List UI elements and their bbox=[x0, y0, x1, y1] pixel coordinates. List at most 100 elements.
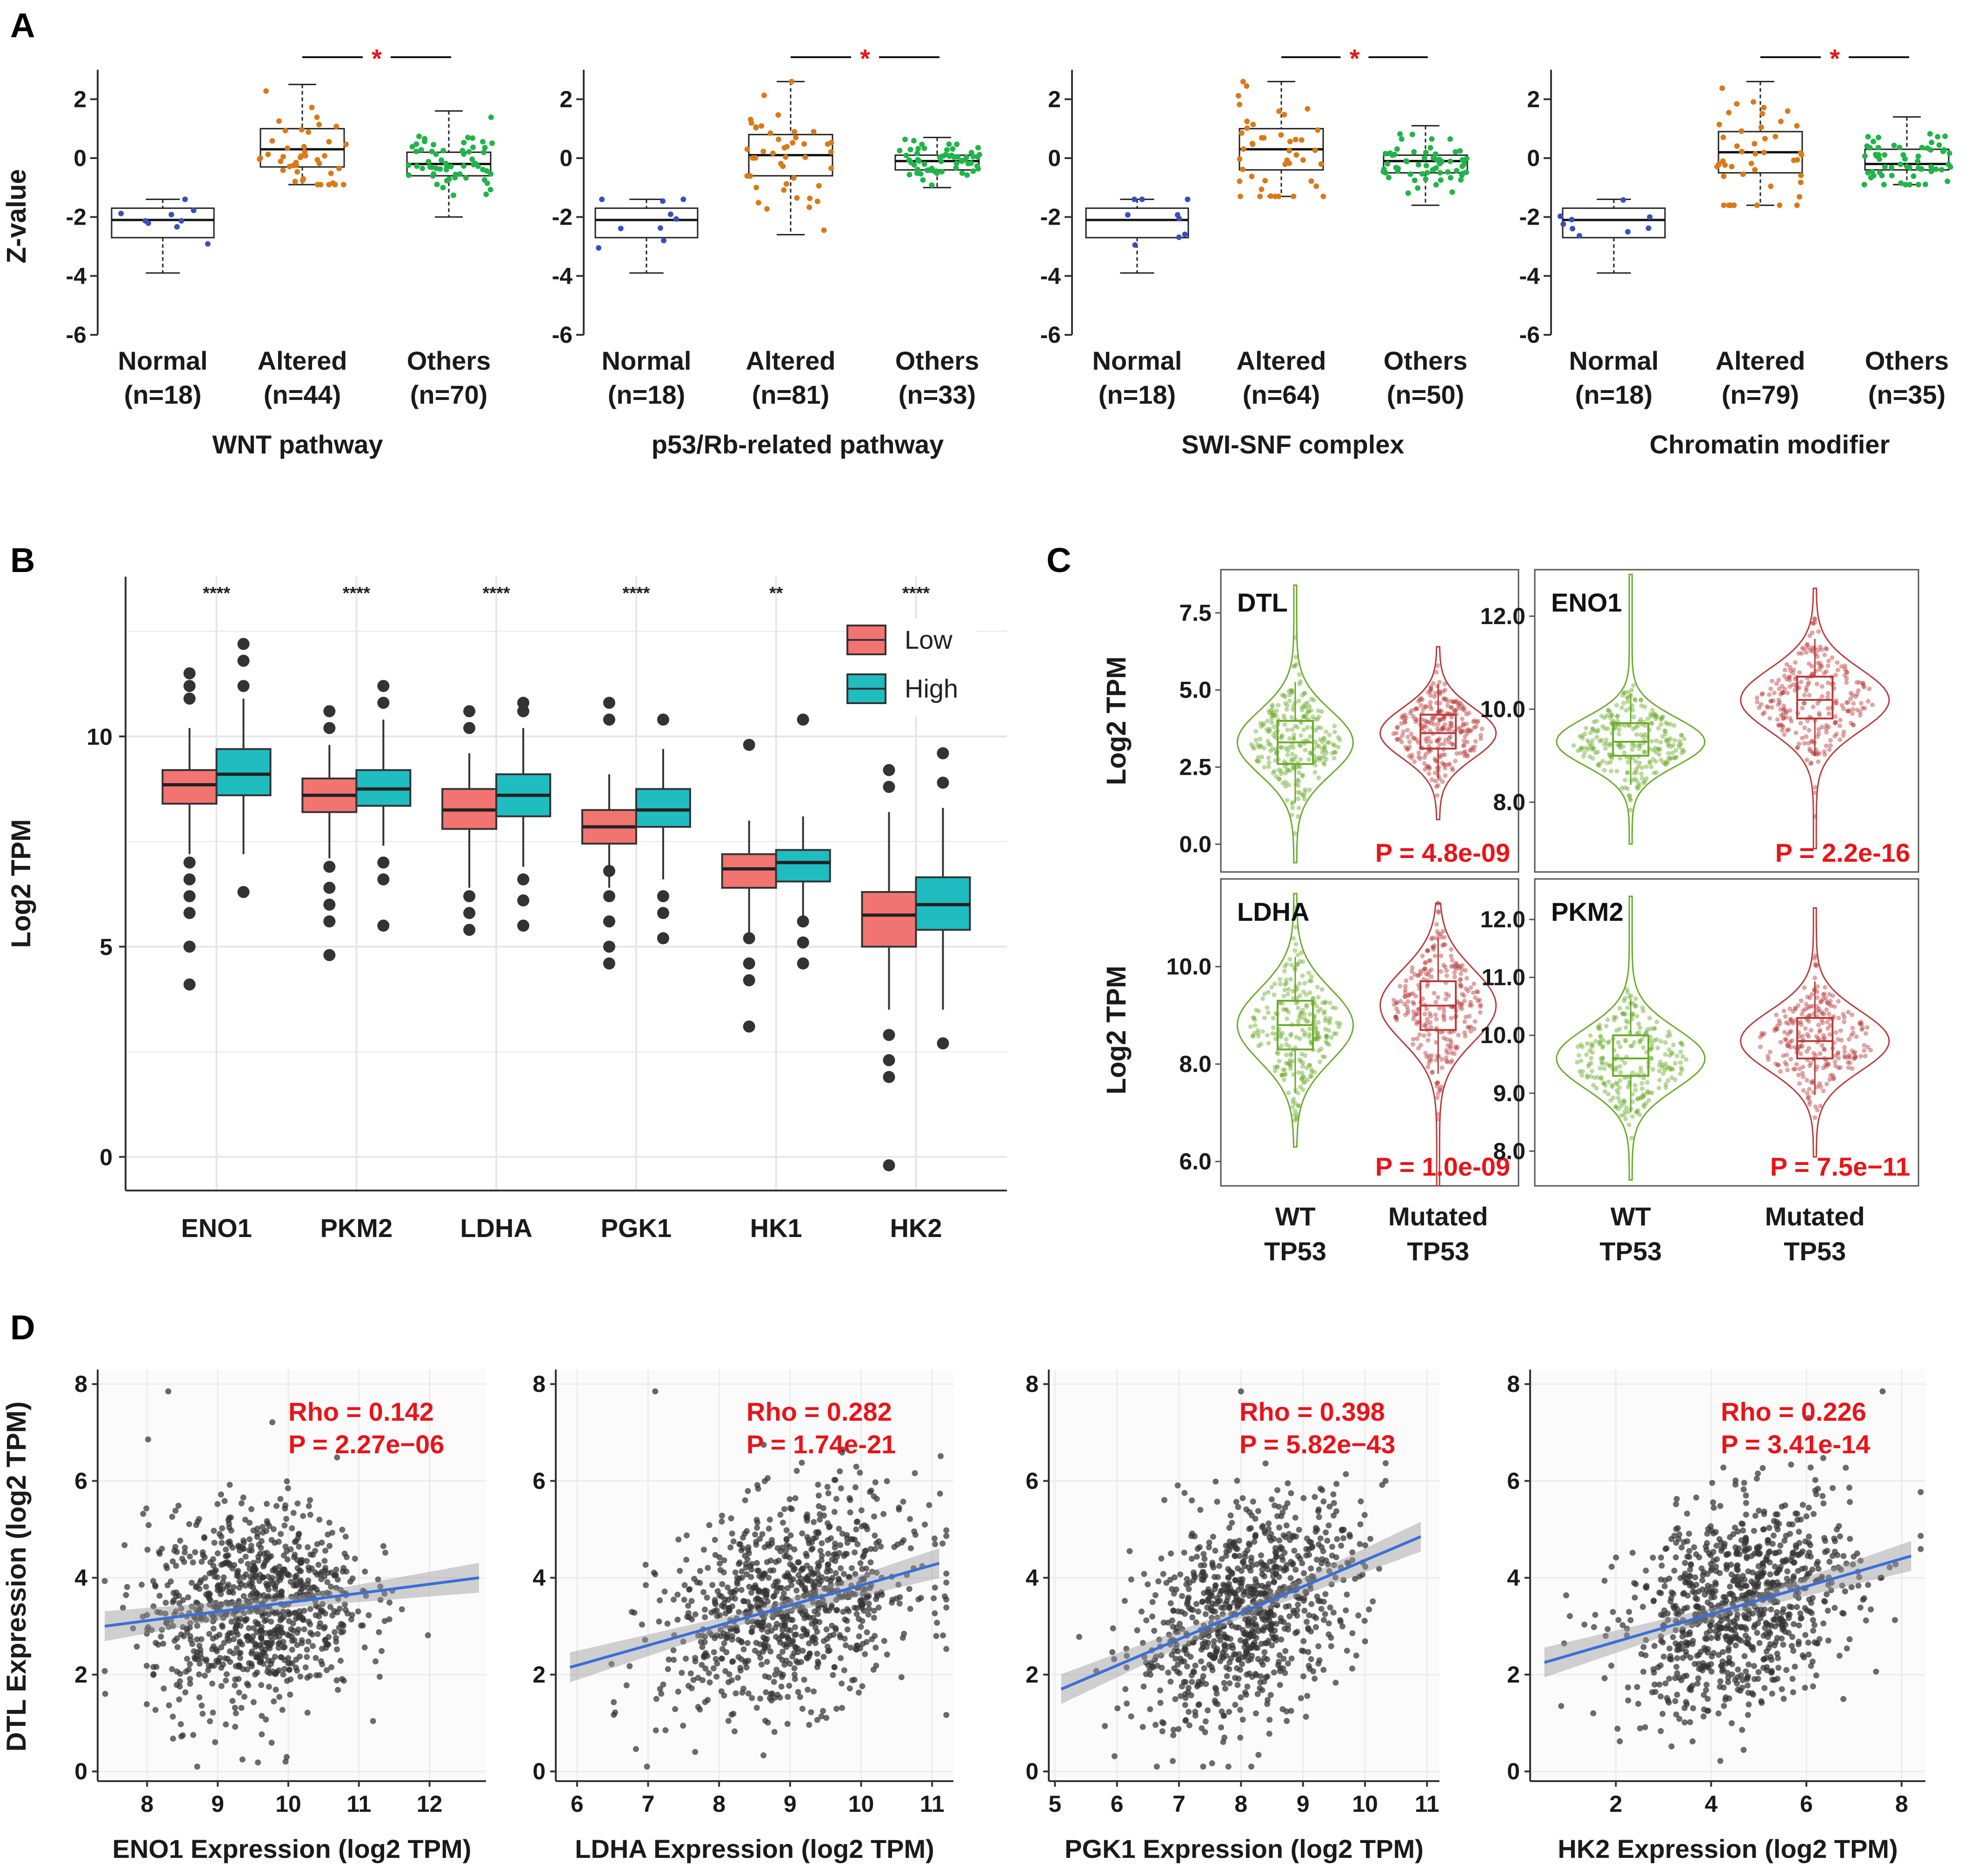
panel-a-point bbox=[1427, 145, 1433, 151]
panel-d-point bbox=[679, 1670, 685, 1676]
panel-d-point bbox=[839, 1704, 846, 1711]
panel-c-point bbox=[1660, 715, 1665, 720]
panel-c-point bbox=[1663, 1040, 1668, 1045]
panel-c-point bbox=[1464, 986, 1469, 991]
panel-c-point bbox=[1653, 759, 1658, 764]
panel-c-point bbox=[1650, 1091, 1655, 1096]
panel-c-point bbox=[1630, 707, 1635, 712]
panel-c-point bbox=[1442, 1009, 1447, 1014]
panel-c-point bbox=[1463, 749, 1468, 754]
panel-c-point bbox=[1439, 969, 1444, 974]
panel-d-point bbox=[745, 1488, 751, 1494]
panel-a-group-n: (n=18) bbox=[1575, 380, 1653, 409]
panel-c-point bbox=[1608, 753, 1613, 758]
panel-d-point bbox=[880, 1511, 887, 1517]
panel-c-point bbox=[1411, 735, 1416, 740]
panel-c-point bbox=[1262, 745, 1267, 751]
panel-d-point bbox=[823, 1626, 830, 1633]
panel-c-point bbox=[1436, 931, 1441, 937]
panel-c-point bbox=[1834, 732, 1839, 737]
panel-d-point bbox=[779, 1649, 786, 1655]
panel-d-point bbox=[611, 1711, 617, 1718]
panel-c-point bbox=[1277, 777, 1282, 782]
panel-c-point bbox=[1322, 745, 1327, 751]
panel-c-point bbox=[1289, 812, 1294, 818]
panel-c-point bbox=[1837, 723, 1842, 728]
panel-c-point bbox=[1316, 995, 1321, 1000]
panel-c-point bbox=[1280, 692, 1285, 698]
panel-c-point bbox=[1778, 1069, 1783, 1074]
panel-c-point bbox=[1292, 736, 1297, 741]
panel-c-point bbox=[1290, 752, 1295, 757]
panel-c-point bbox=[1451, 699, 1456, 704]
panel-c-point bbox=[1286, 1091, 1291, 1096]
panel-a-y-tick-label: -2 bbox=[66, 204, 87, 230]
panel-c-point bbox=[1442, 681, 1447, 686]
panel-c-point bbox=[1253, 738, 1259, 743]
panel-a-point bbox=[1182, 231, 1188, 237]
panel-c-point bbox=[1833, 714, 1838, 719]
panel-c-point bbox=[1833, 1064, 1838, 1069]
panel-d-x-tick-label: 9 bbox=[211, 1791, 224, 1817]
panel-a-point bbox=[975, 145, 981, 151]
panel-c-point bbox=[1403, 720, 1408, 725]
panel-c-x-label-line2: TP53 bbox=[1599, 1237, 1662, 1266]
panel-b-outlier bbox=[517, 697, 530, 709]
panel-b-significance: **** bbox=[343, 584, 370, 603]
panel-c-point bbox=[1312, 1070, 1317, 1075]
panel-c-point bbox=[1654, 1037, 1659, 1042]
panel-a-point bbox=[488, 171, 494, 177]
panel-d-point bbox=[840, 1609, 846, 1615]
panel-d-point bbox=[749, 1561, 755, 1567]
panel-d-point bbox=[273, 1686, 279, 1693]
panel-d-point bbox=[884, 1651, 890, 1658]
panel-a-y-tick-label: 0 bbox=[1527, 145, 1540, 171]
panel-c-point bbox=[1307, 787, 1312, 792]
panel-c-point bbox=[1405, 734, 1411, 739]
panel-c-point bbox=[1323, 1016, 1328, 1021]
panel-c-point bbox=[1461, 743, 1466, 748]
panel-d-point bbox=[186, 1553, 193, 1560]
panel-c-point bbox=[1271, 1016, 1276, 1021]
panel-c-y-tick-label: 12.0 bbox=[1480, 906, 1525, 932]
panel-c-point bbox=[1802, 725, 1807, 731]
panel-c-p-value: P = 7.5e−11 bbox=[1770, 1152, 1910, 1181]
panel-a-point bbox=[1882, 152, 1888, 158]
panel-a-point bbox=[440, 147, 446, 153]
panel-c-point bbox=[1800, 1033, 1805, 1038]
panel-d-point bbox=[777, 1670, 783, 1677]
panel-c-point bbox=[1608, 710, 1613, 715]
panel-d-point bbox=[177, 1537, 183, 1544]
panel-c-point bbox=[1443, 738, 1448, 743]
panel-d-point bbox=[242, 1517, 248, 1523]
panel-a-point bbox=[1722, 162, 1728, 168]
panel-c-point bbox=[1663, 1082, 1668, 1087]
panel-c-point bbox=[1641, 1045, 1646, 1050]
panel-c-point bbox=[1782, 707, 1787, 712]
panel-c-point bbox=[1288, 977, 1293, 982]
panel-d-point bbox=[824, 1484, 831, 1490]
panel-d-point bbox=[735, 1637, 742, 1643]
panel-c-point bbox=[1658, 747, 1663, 752]
panel-d-point bbox=[685, 1610, 692, 1617]
panel-c-point bbox=[1265, 738, 1271, 744]
panel-d-point bbox=[692, 1658, 699, 1665]
panel-c-point bbox=[1826, 725, 1831, 730]
panel-c-gene-label: PKM2 bbox=[1551, 897, 1624, 926]
panel-c-point bbox=[1825, 706, 1831, 711]
panel-c-point bbox=[1850, 1012, 1855, 1018]
panel-a-point bbox=[1259, 186, 1265, 193]
panel-d-point bbox=[209, 1646, 215, 1652]
panel-a-point bbox=[1449, 189, 1455, 195]
panel-c-point bbox=[1778, 722, 1784, 727]
panel-d-point bbox=[304, 1710, 311, 1716]
panel-c-point bbox=[1842, 673, 1847, 678]
panel-d-point bbox=[258, 1635, 265, 1641]
panel-c-violin bbox=[1740, 587, 1890, 850]
panel-d-point bbox=[762, 1673, 768, 1679]
panel-c-point bbox=[1403, 712, 1408, 718]
panel-d-point bbox=[160, 1685, 167, 1692]
panel-c-point bbox=[1279, 745, 1284, 750]
panel-a-point bbox=[789, 79, 795, 85]
panel-a-point bbox=[1645, 225, 1652, 231]
